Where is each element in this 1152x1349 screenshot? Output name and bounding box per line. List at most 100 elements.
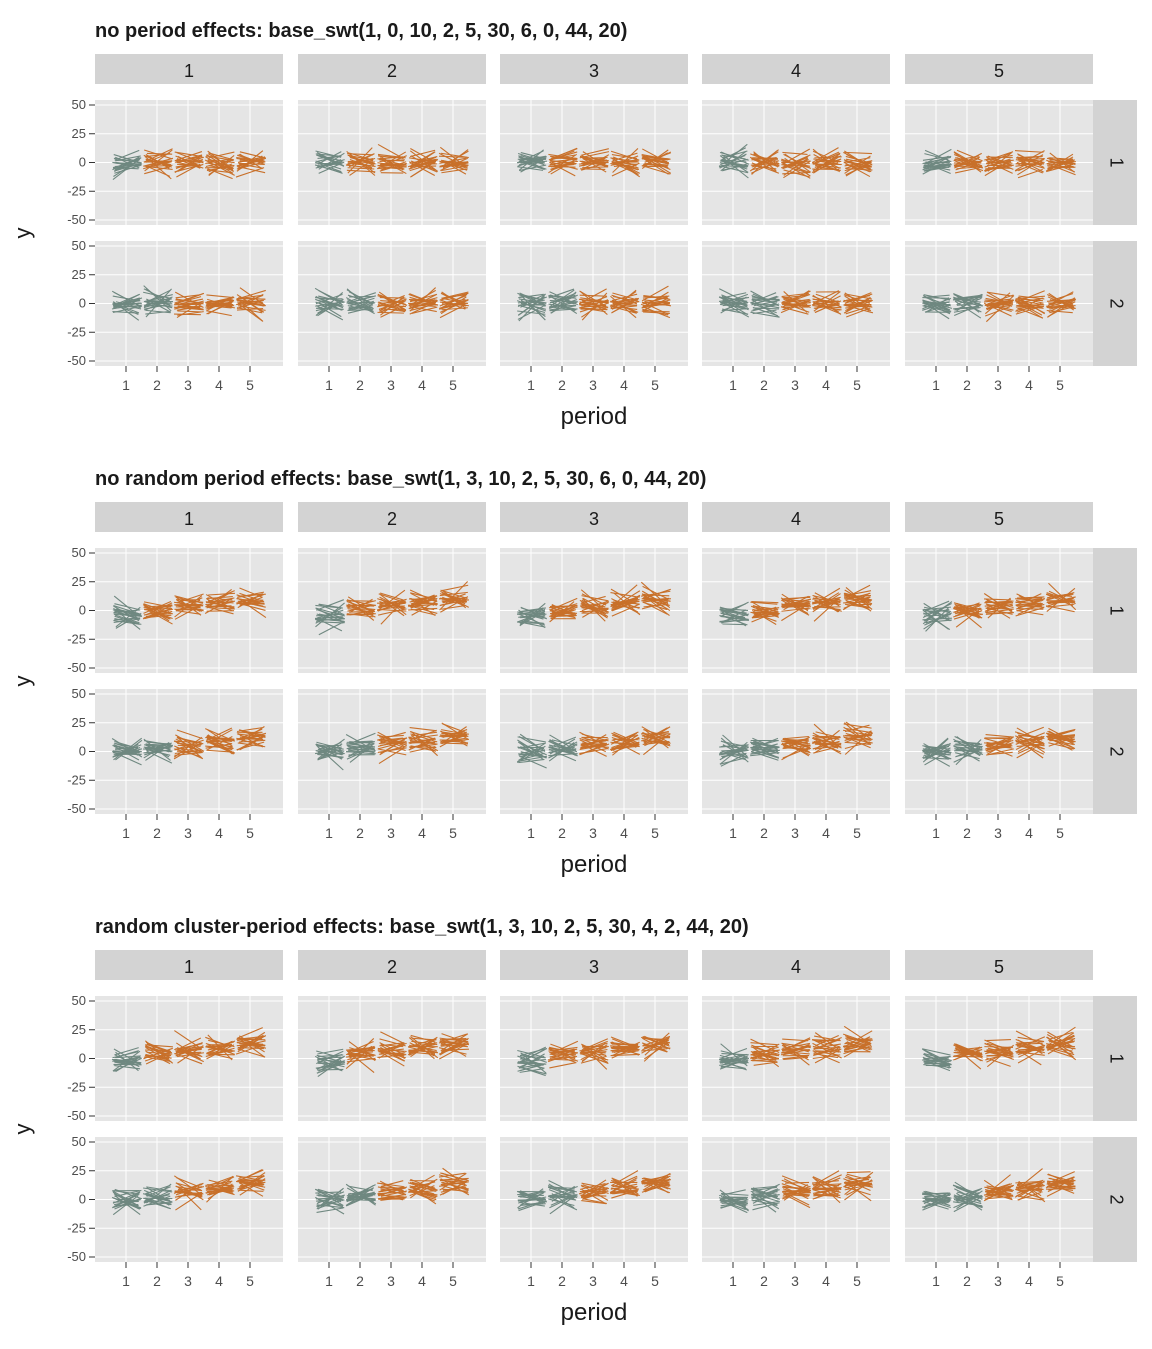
y-tick-label: 50 [72, 238, 86, 253]
x-tick-label: 4 [418, 377, 426, 393]
x-tick-label: 4 [822, 377, 830, 393]
x-tick-label: 1 [122, 377, 130, 393]
intervention-segment [1046, 1189, 1075, 1190]
x-tick-label: 2 [356, 825, 364, 841]
x-tick-label: 1 [932, 1273, 940, 1289]
x-axis-label: period [561, 1299, 628, 1326]
x-tick-label: 3 [387, 377, 395, 393]
x-tick-label: 3 [994, 825, 1002, 841]
x-tick-label: 5 [1056, 825, 1064, 841]
x-tick-label: 4 [1025, 1273, 1033, 1289]
x-tick-label: 5 [246, 1273, 254, 1289]
column-strip-label: 3 [589, 957, 599, 977]
x-tick-label: 5 [651, 1273, 659, 1289]
x-tick-label: 1 [325, 825, 333, 841]
x-tick-label: 1 [729, 377, 737, 393]
x-tick-label: 5 [449, 377, 457, 393]
column-strip-label: 2 [387, 61, 397, 81]
column-strip-label: 1 [184, 61, 194, 81]
y-tick-label: 50 [72, 993, 86, 1008]
x-tick-label: 2 [153, 825, 161, 841]
x-tick-label: 3 [791, 825, 799, 841]
y-tick-label: 25 [72, 715, 86, 730]
chart-title: no random period effects: base_swt(1, 3,… [95, 468, 706, 490]
x-tick-label: 4 [418, 1273, 426, 1289]
y-tick-label: -50 [67, 212, 86, 227]
x-tick-label: 1 [122, 825, 130, 841]
y-tick-label: 50 [72, 545, 86, 560]
y-axis-label: y [10, 228, 35, 239]
x-tick-label: 2 [153, 1273, 161, 1289]
x-tick-label: 1 [527, 377, 535, 393]
x-tick-label: 4 [620, 825, 628, 841]
x-tick-label: 4 [620, 377, 628, 393]
y-tick-label: 50 [72, 686, 86, 701]
x-tick-label: 2 [558, 1273, 566, 1289]
x-tick-label: 3 [387, 1273, 395, 1289]
y-tick-label: 0 [79, 155, 86, 170]
x-tick-label: 2 [760, 377, 768, 393]
y-tick-label: 25 [72, 1163, 86, 1178]
y-tick-label: -50 [67, 353, 86, 368]
y-tick-label: -25 [67, 772, 86, 787]
x-tick-label: 3 [994, 377, 1002, 393]
x-tick-label: 1 [932, 825, 940, 841]
y-tick-label: 0 [79, 296, 86, 311]
y-tick-label: -50 [67, 1249, 86, 1264]
x-tick-label: 5 [651, 377, 659, 393]
chart-title: random cluster-period effects: base_swt(… [95, 916, 749, 938]
intervention-segment [645, 1182, 670, 1183]
x-tick-label: 1 [325, 1273, 333, 1289]
x-tick-label: 3 [184, 1273, 192, 1289]
x-tick-label: 2 [963, 825, 971, 841]
intervention-segment [377, 312, 403, 313]
x-tick-label: 4 [215, 377, 223, 393]
intervention-segment [612, 1186, 636, 1187]
intervention-segment [237, 299, 266, 300]
control-segment [722, 624, 747, 625]
chart-block-1: no period effects: base_swt(1, 0, 10, 2,… [10, 20, 1137, 430]
control-segment [954, 299, 980, 300]
x-tick-label: 3 [994, 1273, 1002, 1289]
y-tick-label: 0 [79, 744, 86, 759]
column-strip-label: 3 [589, 61, 599, 81]
x-tick-label: 3 [791, 377, 799, 393]
x-tick-label: 3 [387, 825, 395, 841]
chart-title: no period effects: base_swt(1, 0, 10, 2,… [95, 20, 627, 42]
chart-block-2: no random period effects: base_swt(1, 3,… [10, 468, 1137, 878]
column-strip-label: 3 [589, 509, 599, 529]
intervention-segment [611, 1047, 637, 1048]
column-strip-label: 1 [184, 957, 194, 977]
x-tick-label: 2 [760, 1273, 768, 1289]
column-strip-label: 4 [791, 509, 801, 529]
x-tick-label: 5 [449, 825, 457, 841]
x-tick-label: 5 [651, 825, 659, 841]
x-tick-label: 5 [853, 1273, 861, 1289]
control-segment [922, 298, 949, 299]
x-tick-label: 4 [620, 1273, 628, 1289]
x-tick-label: 4 [215, 825, 223, 841]
x-tick-label: 4 [1025, 377, 1033, 393]
x-tick-label: 1 [729, 1273, 737, 1289]
x-axis-label: period [561, 851, 628, 878]
x-tick-label: 5 [1056, 377, 1064, 393]
y-tick-label: 25 [72, 574, 86, 589]
x-tick-label: 1 [932, 377, 940, 393]
row-strip-label: 2 [1106, 746, 1126, 756]
x-tick-label: 2 [558, 825, 566, 841]
row-strip-label: 1 [1106, 1053, 1126, 1063]
x-axis-label: period [561, 403, 628, 430]
row-strip-label: 2 [1106, 298, 1126, 308]
intervention-segment [1048, 166, 1072, 167]
y-tick-label: -25 [67, 324, 86, 339]
row-strip-label: 1 [1106, 157, 1126, 167]
y-tick-label: -25 [67, 1079, 86, 1094]
x-tick-label: 2 [153, 377, 161, 393]
y-tick-label: 25 [72, 126, 86, 141]
x-tick-label: 5 [246, 377, 254, 393]
column-strip-label: 5 [994, 957, 1004, 977]
column-strip-label: 2 [387, 957, 397, 977]
column-strip-label: 2 [387, 509, 397, 529]
